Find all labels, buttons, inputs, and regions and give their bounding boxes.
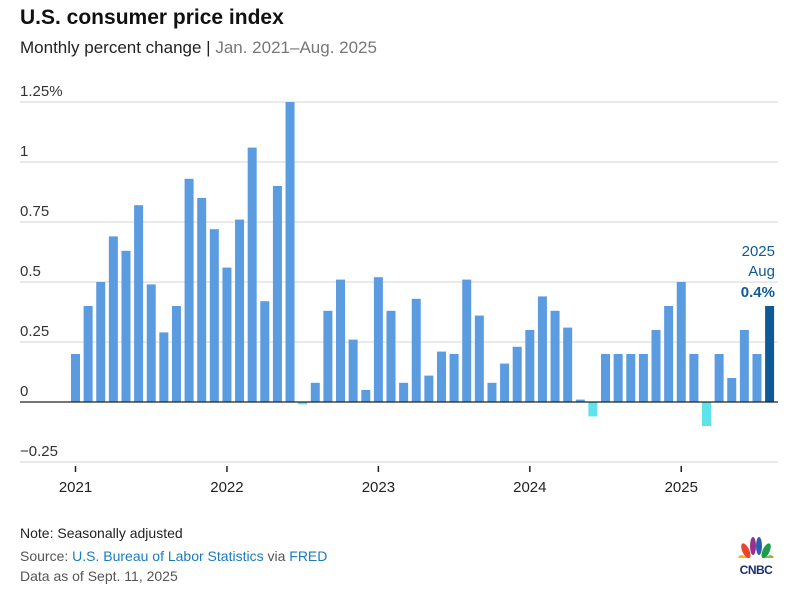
x-tick-label: 2023 <box>362 479 395 496</box>
y-tick-label: 0.25 <box>20 323 49 340</box>
bar <box>235 219 245 402</box>
bar <box>298 402 308 405</box>
source-prefix: Source: <box>20 548 73 564</box>
annotation-month: Aug <box>748 263 775 280</box>
annotation-value: 0.4% <box>741 284 775 301</box>
bar <box>664 306 674 402</box>
bar <box>537 296 547 402</box>
bar <box>626 354 636 402</box>
bar <box>462 279 472 402</box>
bar <box>512 346 522 402</box>
fred-link[interactable]: FRED <box>289 548 328 564</box>
bar <box>159 332 169 402</box>
bar <box>272 186 282 402</box>
bar <box>449 354 459 402</box>
bar <box>601 354 611 402</box>
peacock-icon <box>738 537 774 567</box>
subtitle-text: Monthly percent change <box>20 38 202 57</box>
logo-text: CNBC <box>739 563 773 577</box>
bar <box>436 351 446 402</box>
cnbc-logo: CNBC <box>736 536 776 577</box>
bar <box>83 306 93 402</box>
bar <box>171 306 181 402</box>
bar <box>108 236 118 402</box>
bar <box>222 267 232 402</box>
chart-title: U.S. consumer price index <box>20 6 284 29</box>
bar <box>96 282 106 402</box>
bar <box>184 178 194 402</box>
y-tick-label: 0 <box>20 383 28 400</box>
bar <box>638 354 648 402</box>
bar <box>411 298 421 402</box>
bar <box>310 382 320 402</box>
bar <box>323 310 333 402</box>
bar <box>424 375 434 402</box>
bar <box>285 102 295 402</box>
note: Note: Seasonally adjusted <box>20 525 183 541</box>
bar-chart: −0.25 0 0.25 0.5 0.75 1 1.25% 2021 2022 2023 2024 2… <box>20 83 778 496</box>
bar <box>765 306 775 402</box>
bar <box>563 327 573 402</box>
bar <box>702 402 711 426</box>
bar <box>336 279 346 402</box>
source-via: via <box>263 548 290 564</box>
bar <box>752 354 762 402</box>
source: Source: U.S. Bureau of Labor Statistics … <box>20 548 327 564</box>
bar <box>613 354 623 402</box>
bar <box>361 390 371 402</box>
x-tick-label: 2025 <box>665 479 698 496</box>
bar <box>487 382 497 402</box>
data-as-of: Data as of Sept. 11, 2025 <box>20 568 178 584</box>
x-tick-label: 2021 <box>59 479 92 496</box>
x-tick-label: 2022 <box>210 479 243 496</box>
bar <box>474 315 484 402</box>
bar <box>689 354 699 402</box>
bar <box>260 301 270 402</box>
bar <box>550 310 560 402</box>
bar <box>575 399 585 402</box>
y-tick-label: 0.75 <box>20 203 49 220</box>
bar <box>247 147 257 402</box>
chart-subtitle: Monthly percent change | Jan. 2021–Aug. … <box>20 38 377 57</box>
bar <box>146 284 156 402</box>
bar <box>676 282 686 402</box>
bar <box>373 277 383 402</box>
bls-link[interactable]: U.S. Bureau of Labor Statistics <box>72 548 264 564</box>
bar <box>134 205 144 402</box>
bar <box>651 330 661 402</box>
bar <box>727 378 737 402</box>
bar <box>500 363 510 402</box>
subtitle-range: Jan. 2021–Aug. 2025 <box>215 38 377 57</box>
annotation-year: 2025 <box>742 243 775 260</box>
bar <box>399 382 409 402</box>
bar <box>739 330 749 402</box>
bar <box>209 229 219 402</box>
bar <box>348 339 358 402</box>
y-tick-label: 0.5 <box>20 263 41 280</box>
y-tick-label: 1 <box>20 143 28 160</box>
bar <box>121 250 131 402</box>
y-tick-label: −0.25 <box>20 443 58 460</box>
bar <box>714 354 724 402</box>
y-tick-label: 1.25% <box>20 83 63 100</box>
bar <box>71 354 80 402</box>
x-tick-label: 2024 <box>513 479 546 496</box>
bar <box>197 198 207 402</box>
bar <box>525 330 535 402</box>
bar <box>588 402 598 417</box>
bar <box>386 310 396 402</box>
